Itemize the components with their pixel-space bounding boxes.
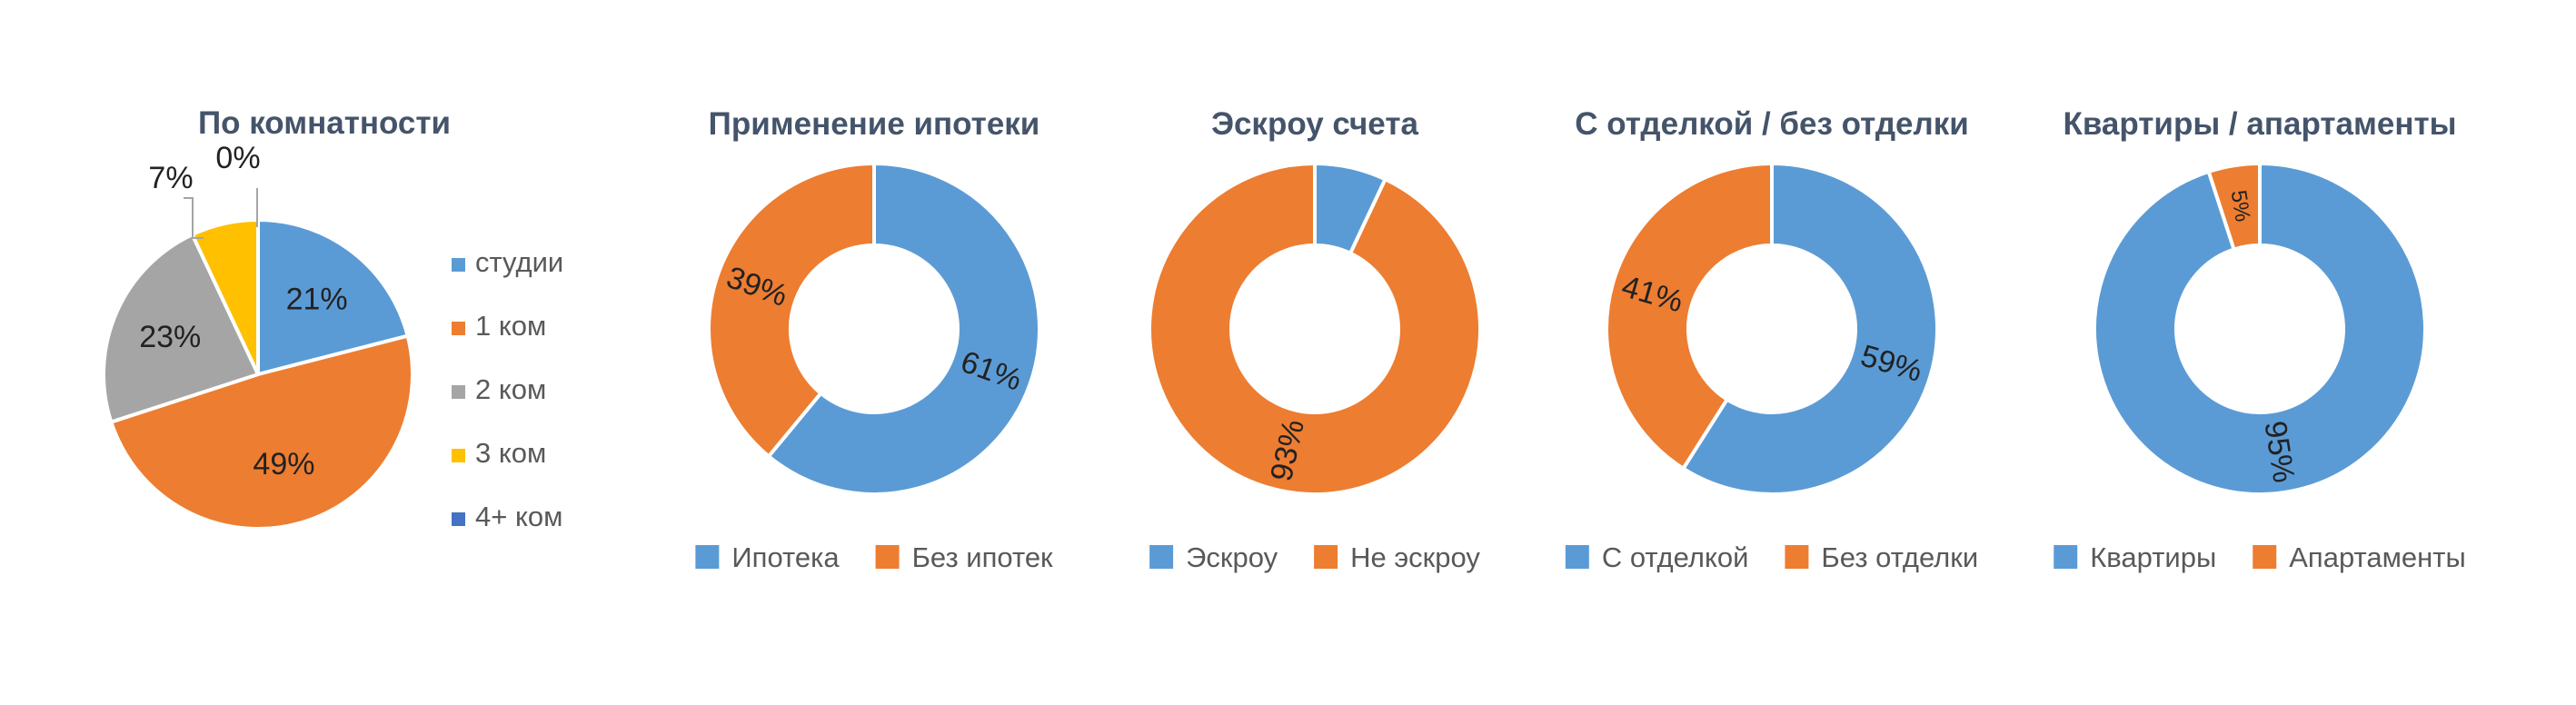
legend: С отделкой Без отделки — [1565, 541, 1978, 573]
legend-swatch — [1785, 545, 1809, 569]
legend-swatch — [1565, 545, 1589, 569]
legend-swatch — [452, 512, 465, 526]
legend-label: Эскроу — [1186, 541, 1278, 573]
slice-Без ипотек — [707, 162, 876, 459]
legend-label: 3 ком — [475, 437, 546, 469]
legend-label: С отделкой — [1602, 541, 1749, 573]
data-label: 23% — [139, 320, 201, 354]
chart-title: С отделкой / без отделки — [1575, 106, 1969, 142]
slice-Ипотека — [766, 162, 1041, 496]
slice-студии — [256, 218, 410, 376]
legend: Ипотека Без ипотек — [695, 541, 1053, 573]
chart-title: По комнатности — [198, 105, 451, 141]
chart-title: Эскроу счета — [1211, 106, 1418, 142]
legend-swatch — [2253, 545, 2277, 569]
legend-label: 4+ ком — [475, 501, 562, 532]
legend-label: Апартаменты — [2289, 541, 2466, 573]
data-label: 7% — [148, 161, 193, 195]
data-label: 21% — [286, 283, 348, 317]
leader-line — [184, 197, 204, 239]
legend-label: Ипотека — [731, 541, 840, 573]
legend-label: Без отделки — [1821, 541, 1978, 573]
legend-swatch — [452, 322, 465, 335]
legend-label: Без ипотек — [912, 541, 1053, 573]
legend-label: 1 ком — [475, 310, 546, 342]
data-label: 49% — [253, 447, 314, 482]
legend-swatch — [1149, 545, 1174, 569]
chart-title: Применение ипотеки — [709, 106, 1040, 142]
slice-Без отделки — [1605, 162, 1774, 471]
legend-swatch — [875, 545, 900, 569]
legend-swatch — [452, 449, 465, 462]
slice-Апартаменты — [2206, 162, 2262, 252]
chart-title: Квартиры / апартаменты — [2063, 106, 2456, 142]
chart-1: По комнатности 21% 49% 23% 7% 0% студии 1 ком 2 … — [102, 105, 563, 532]
legend: Квартиры Апартаменты — [2054, 541, 2466, 573]
legend-swatch — [2054, 545, 2078, 569]
legend-label: Квартиры — [2090, 541, 2216, 573]
slice-2 ком — [102, 233, 260, 424]
slice-Не эскроу — [1148, 162, 1482, 496]
data-label: 5% — [2226, 188, 2255, 223]
slice-1 ком — [109, 333, 414, 531]
legend-label: 2 ком — [475, 373, 546, 405]
legend: студии 1 ком 2 ком 3 ком 4+ ком — [452, 246, 563, 532]
legend-swatch — [695, 545, 720, 569]
slice-Квартиры — [2093, 162, 2427, 496]
slice-С отделкой — [1681, 162, 1939, 496]
legend-swatch — [452, 385, 465, 399]
legend-swatch — [1314, 545, 1338, 569]
legend-label: студии — [475, 246, 563, 278]
legend-label: Не эскроу — [1350, 541, 1480, 573]
legend: Эскроу Не эскроу — [1149, 541, 1480, 573]
data-label: 0% — [215, 141, 260, 175]
legend-swatch — [452, 258, 465, 272]
